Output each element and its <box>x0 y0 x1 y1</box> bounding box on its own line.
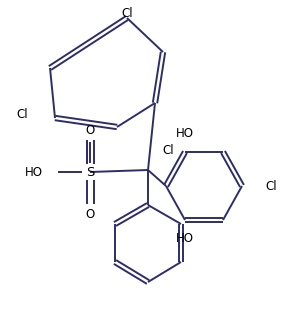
Text: Cl: Cl <box>121 7 133 20</box>
Text: HO: HO <box>176 232 194 245</box>
Text: Cl: Cl <box>265 179 277 192</box>
Text: Cl: Cl <box>162 144 174 157</box>
Text: Cl: Cl <box>16 109 28 122</box>
Text: HO: HO <box>25 165 43 178</box>
Text: S: S <box>86 165 94 178</box>
Text: O: O <box>85 207 95 220</box>
Text: O: O <box>85 124 95 136</box>
Text: HO: HO <box>176 127 194 140</box>
